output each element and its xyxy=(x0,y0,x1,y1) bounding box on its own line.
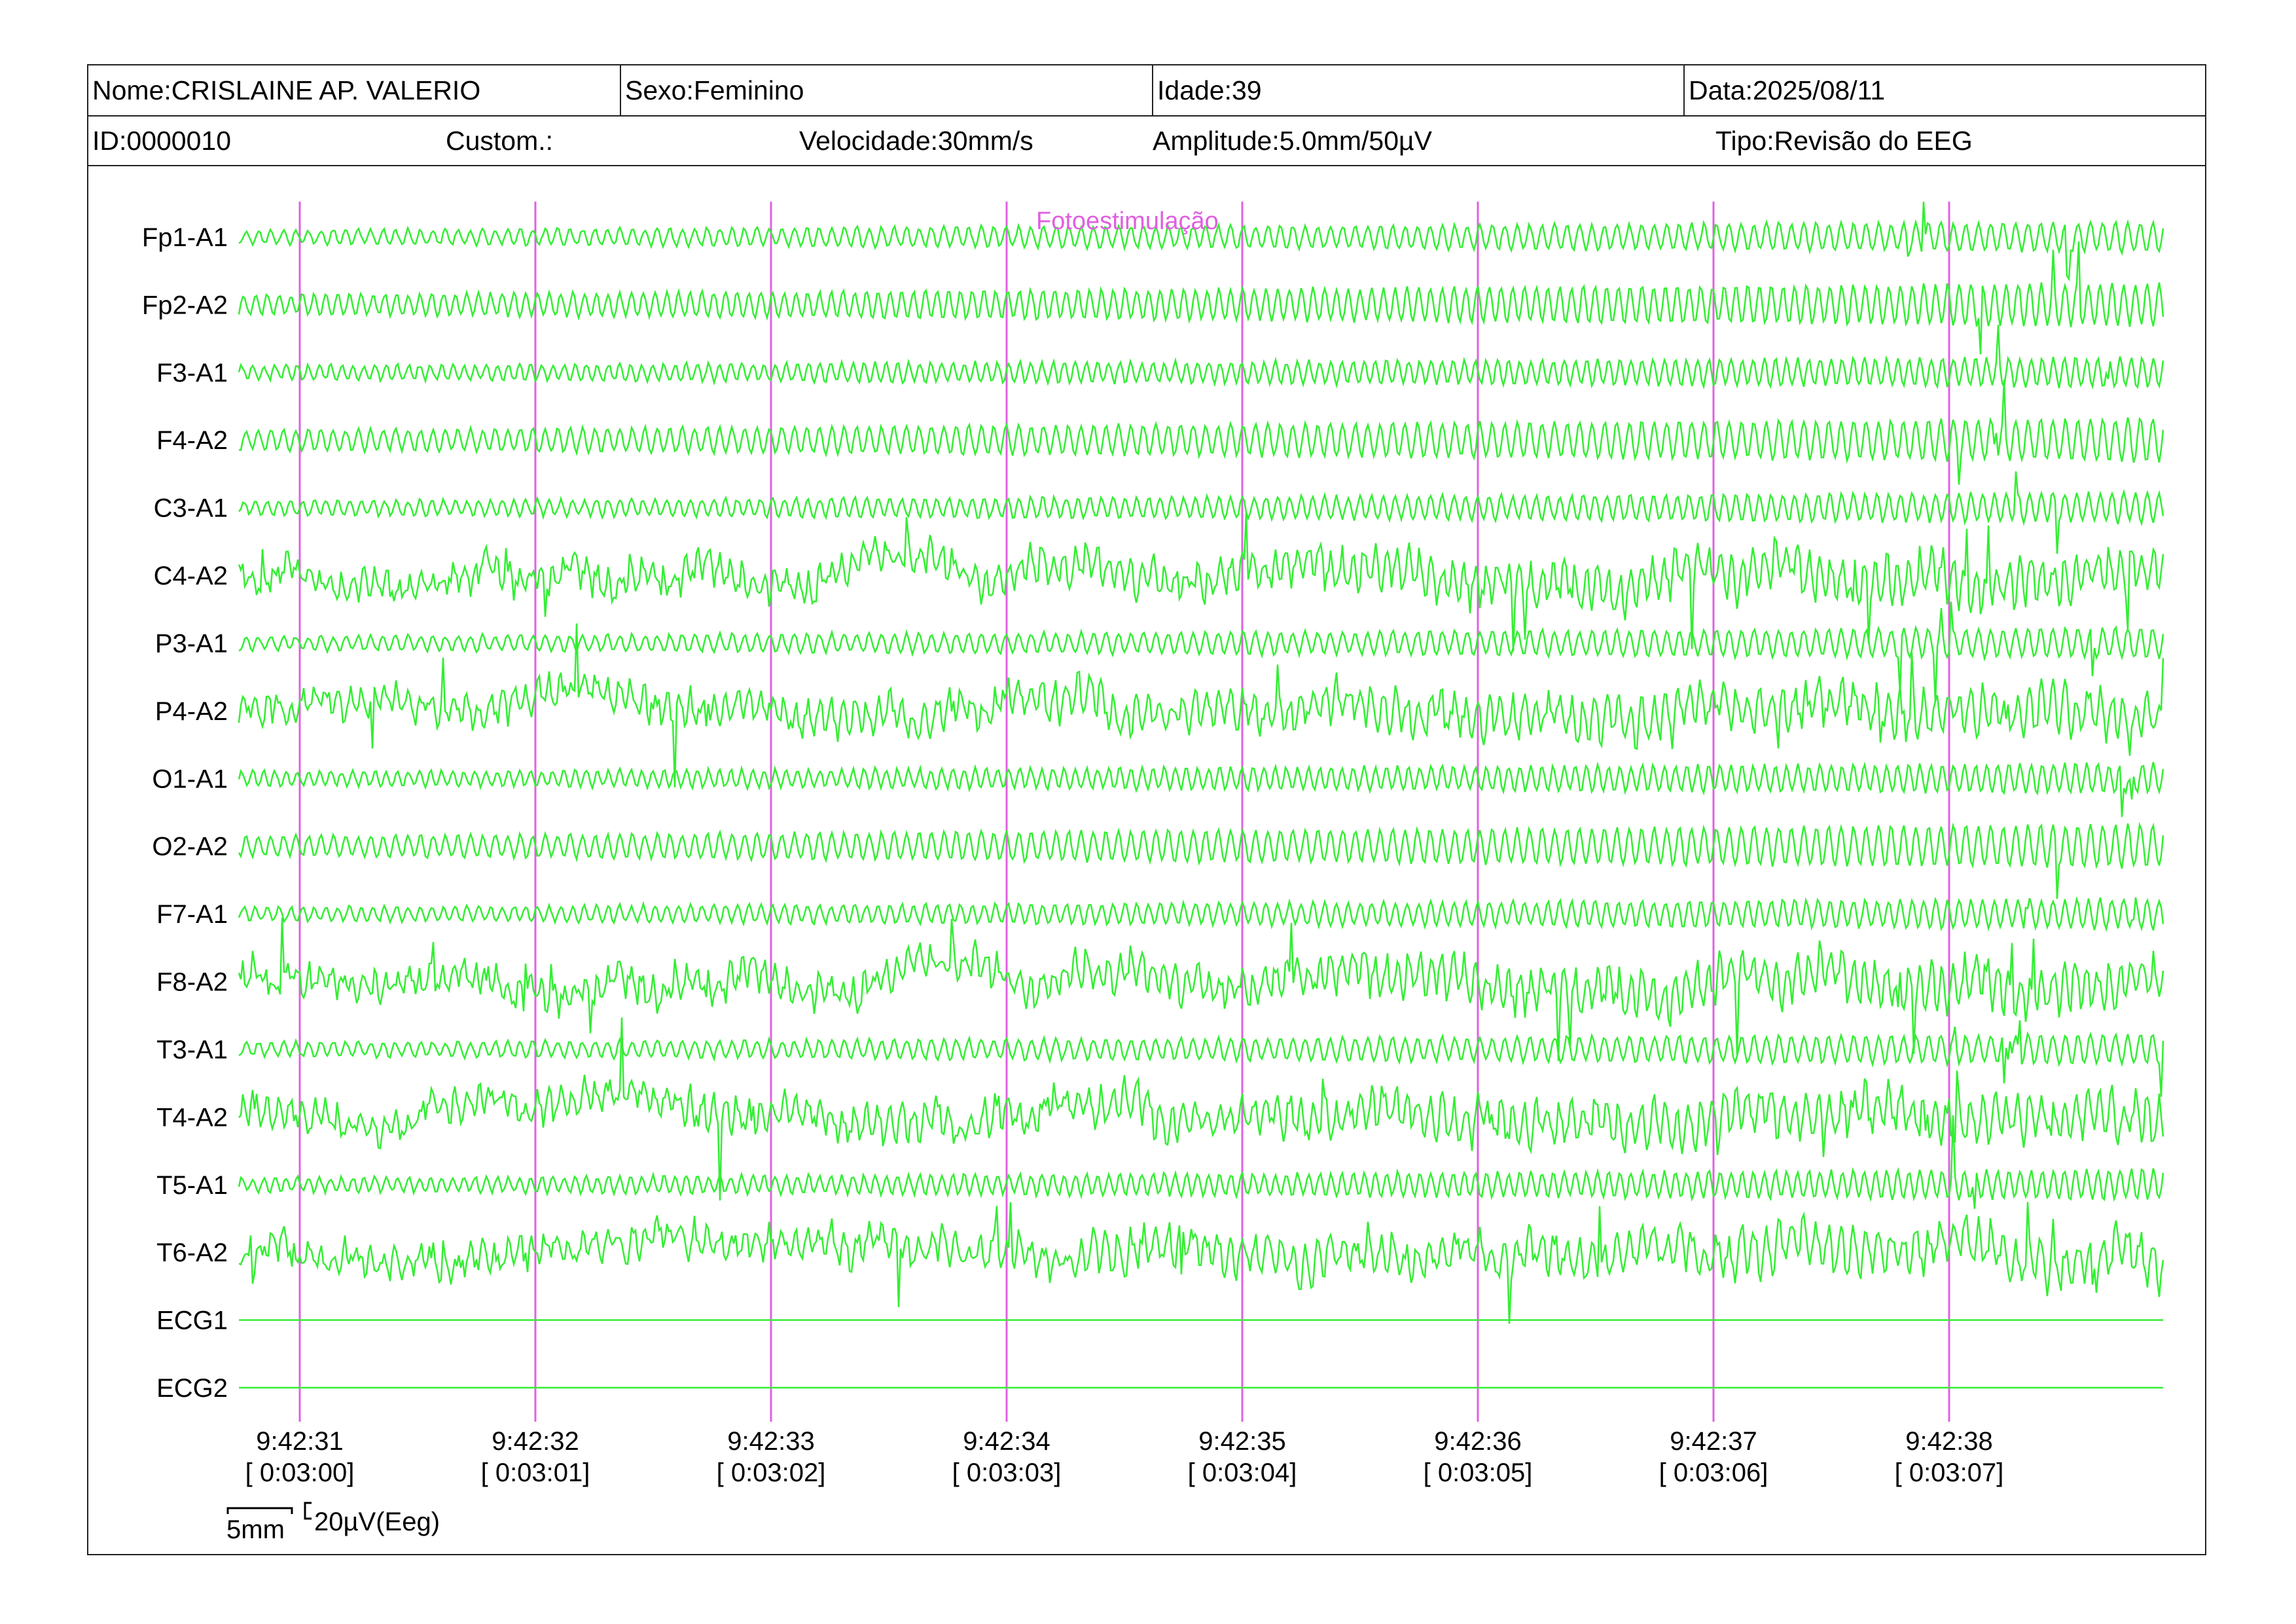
trace-c3-a1 xyxy=(238,471,2164,554)
trace-t6-a2 xyxy=(238,1202,2164,1324)
channel-label-ecg2: ECG2 xyxy=(156,1374,228,1403)
custom-field: Custom.: xyxy=(446,125,554,156)
channel-label-f8-a2: F8-A2 xyxy=(156,968,228,997)
trace-fp2-a2 xyxy=(238,241,2164,355)
channel-label-t6-a2: T6-A2 xyxy=(156,1238,228,1267)
scale-bar: 5mm 20µV(Eeg) xyxy=(226,1502,440,1544)
patient-age: Idade:39 xyxy=(1157,75,1262,105)
photostimulation-annotation: Fotoestimulação xyxy=(1036,208,1219,235)
channel-label-o2-a2: O2-A2 xyxy=(152,833,228,861)
elapsed-label-8: [ 0:03:07] xyxy=(1895,1458,2004,1487)
patient-name: Nome:CRISLAINE AP. VALERIO xyxy=(92,75,481,105)
channel-label-p4-a2: P4-A2 xyxy=(155,697,228,726)
elapsed-label-2: [ 0:03:01] xyxy=(481,1458,590,1487)
channel-label-t5-a1: T5-A1 xyxy=(156,1171,228,1200)
channel-label-c3-a1: C3-A1 xyxy=(154,494,228,523)
second-markers xyxy=(298,202,1950,1422)
elapsed-label-3: [ 0:03:02] xyxy=(717,1458,826,1487)
trace-o1-a1 xyxy=(238,761,2164,818)
scale-time-label: 5mm xyxy=(226,1515,285,1544)
elapsed-label-5: [ 0:03:04] xyxy=(1188,1458,1297,1487)
trace-f3-a1 xyxy=(238,325,2164,390)
channel-label-ecg1: ECG1 xyxy=(156,1307,228,1335)
trace-t5-a1 xyxy=(238,1115,2164,1209)
elapsed-label-4: [ 0:03:03] xyxy=(952,1458,1062,1487)
trace-t4-a2 xyxy=(238,1017,2164,1201)
elapsed-label-1: [ 0:03:00] xyxy=(245,1458,355,1487)
trace-p3-a1 xyxy=(238,602,2164,703)
trace-fp1-a1 xyxy=(238,202,2164,282)
channel-label-p3-a1: P3-A1 xyxy=(155,629,228,658)
time-label-3: 9:42:33 xyxy=(727,1427,814,1456)
time-label-4: 9:42:34 xyxy=(963,1427,1050,1456)
exam-date: Data:2025/08/11 xyxy=(1689,75,1886,105)
channel-label-o1-a1: O1-A1 xyxy=(152,765,228,793)
time-axis: 9:42:31[ 0:03:00] 9:42:32[ 0:03:01] 9:42:3… xyxy=(245,1427,2004,1487)
trace-f8-a2 xyxy=(238,918,2164,1061)
time-label-7: 9:42:37 xyxy=(1670,1427,1757,1456)
elapsed-label-6: [ 0:03:05] xyxy=(1424,1458,1533,1487)
channel-label-t4-a2: T4-A2 xyxy=(156,1103,228,1132)
channel-label-c4-a2: C4-A2 xyxy=(154,562,228,590)
amplitude-value: Amplitude:5.0mm/50µV xyxy=(1153,125,1432,156)
trace-f7-a1 xyxy=(238,895,2164,932)
time-label-2: 9:42:32 xyxy=(492,1427,579,1456)
header-row-patient: Nome:CRISLAINE AP. VALERIO Sexo:Feminino… xyxy=(88,65,2205,117)
channel-label-t3-a1: T3-A1 xyxy=(156,1036,228,1064)
time-label-6: 9:42:36 xyxy=(1434,1427,1521,1456)
patient-id: ID:0000010 xyxy=(92,125,232,156)
time-label-1: 9:42:31 xyxy=(256,1427,343,1456)
channel-label-f4-a2: F4-A2 xyxy=(156,426,228,455)
trace-t3-a1 xyxy=(238,1020,2164,1097)
trace-p4-a2 xyxy=(238,623,2164,787)
channel-labels: Fp1-A1 Fp2-A2 F3-A1 F4-A2 C3-A1 C4-A2 P3-A1 P4-… xyxy=(142,223,228,1403)
report-frame: Nome:CRISLAINE AP. VALERIO Sexo:Feminino… xyxy=(87,64,2206,1555)
trace-c4-a2 xyxy=(238,513,2164,652)
exam-type: Tipo:Revisão do EEG xyxy=(1715,125,1973,156)
elapsed-label-7: [ 0:03:06] xyxy=(1659,1458,1768,1487)
trace-o2-a2 xyxy=(238,821,2164,899)
channel-label-f3-a1: F3-A1 xyxy=(156,359,228,388)
speed-value: Velocidade:30mm/s xyxy=(799,125,1033,156)
channel-label-fp1-a1: Fp1-A1 xyxy=(142,223,228,252)
channel-label-f7-a1: F7-A1 xyxy=(156,900,228,929)
trace-f4-a2 xyxy=(238,380,2164,485)
time-label-5: 9:42:35 xyxy=(1198,1427,1285,1456)
eeg-traces xyxy=(238,202,2164,1389)
patient-sex: Sexo:Feminino xyxy=(625,75,804,105)
channel-label-fp2-a2: Fp2-A2 xyxy=(142,291,228,319)
header-row-exam: ID:0000010 Custom.: Velocidade:30mm/s Am… xyxy=(88,117,2205,166)
scale-amplitude-label: 20µV(Eeg) xyxy=(314,1507,440,1536)
time-label-8: 9:42:38 xyxy=(1905,1427,1992,1456)
